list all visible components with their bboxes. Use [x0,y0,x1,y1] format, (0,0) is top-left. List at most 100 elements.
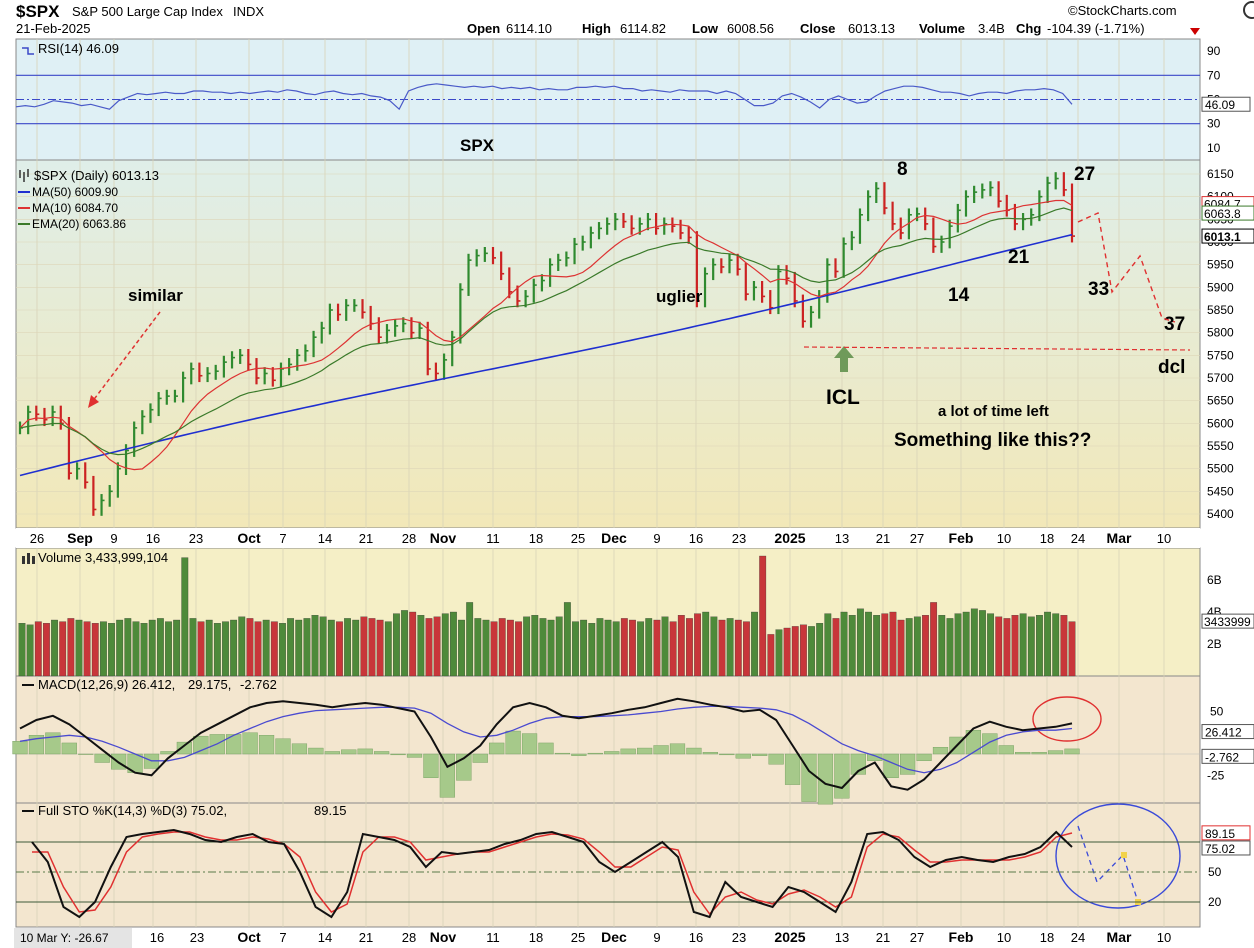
x-tick-label-bottom: 9 [653,930,660,945]
annotation-time-left: a lot of time left [938,403,1049,420]
open-value: 6114.10 [506,21,552,36]
rsi-tick-label: 90 [1207,44,1221,58]
volume-panel-label: Volume 3,433,999,104 [38,550,168,565]
y-axis-labels: 907050301046.096150610060506000595059005… [1201,44,1254,909]
price-tick-label: 5750 [1207,348,1234,362]
x-tick-label: Nov [430,530,457,546]
x-tick-label-bottom: 10 [997,930,1011,945]
similar-arrow-head-icon [88,395,99,408]
volume-bar [360,616,368,677]
rsi-legend-icon [22,47,34,55]
volume-bar [547,619,555,677]
chg-label: Chg [1016,21,1041,36]
volume-bar [506,619,514,677]
volume-bar [458,619,465,677]
volume-bar [270,621,278,677]
volume-bar [710,616,718,677]
volume-bar [116,619,124,677]
annotation-something: Something like this?? [894,430,1091,451]
volume-bar [889,611,897,677]
macd-hist-bar [390,753,406,756]
x-tick-label-bottom: 13 [835,930,849,945]
macd-hist-bar [900,753,916,775]
volume-bar [848,615,856,677]
macd-hist-bar [193,735,209,755]
volume-legend-icon [32,556,35,564]
price-value-tag: 6063.8 [1204,207,1241,221]
macd-hist-bar [637,747,653,755]
volume-bar [661,616,669,677]
macd-hist-bar [932,747,949,755]
macd-hist-bar [374,751,390,755]
price-legend-label: $SPX (Daily) 6013.13 [34,168,159,183]
volume-bar [775,629,783,677]
volume-bar [75,619,83,677]
macd-value-tag-bg [1201,724,1254,740]
macd-hist-bar [686,747,702,755]
ma10-line [19,199,1073,471]
x-tick-label-bottom: Dec [601,929,627,945]
price-tick-label: 5600 [1207,416,1234,430]
macd-tick-label: -25 [1207,768,1225,782]
volume-bar [620,618,628,677]
macd-hist-bar [423,753,439,778]
price-tick-label: 5700 [1207,371,1234,385]
volume-bar [523,616,531,677]
sto-k-tag-bg [1201,840,1251,856]
volume-bar [1027,616,1035,677]
volume-bar [596,618,604,677]
price-tick-label: 6150 [1207,167,1234,181]
macd-value-tag: 26.412 [1205,726,1242,740]
price-legend: $SPX (Daily) 6013.13 MA(50) 6009.90 MA(1… [18,168,159,231]
x-tick-label-bottom: Oct [237,929,261,945]
macd-hist-bar [571,753,587,756]
macd-hist-bar [45,732,61,755]
volume-bar [1052,613,1060,677]
volume-bar [515,621,522,677]
macd-hist-bar [176,741,192,755]
macd-line [19,697,1073,791]
macd-hist-bar [439,753,455,798]
high-value: 6114.82 [620,21,666,36]
volume-bar [466,602,474,677]
volume-bar [140,623,148,677]
x-tick-label-bottom: Mar [1107,929,1132,945]
volume-bar [718,619,726,677]
macd-hist-bar [341,749,357,755]
volume-value: 3.4B [978,21,1005,36]
price-value-tag: 6013.1 [1204,230,1241,244]
volume-bar [474,618,482,677]
macd-hist-bar [1031,752,1047,755]
volume-bar [230,619,238,677]
volume-label: Volume [919,21,965,36]
macd-hist-label: -2.762 [240,677,277,692]
macd-hist-bar [78,753,94,755]
volume-bar [913,616,921,677]
volume-bar [43,623,50,677]
price-legend-icon [19,169,29,182]
volume-bar [449,611,457,677]
sto-d-label: 89.15 [314,803,347,818]
sto-k-line [31,828,1073,919]
macd-hist-bar [998,745,1014,755]
volume-bar [51,619,58,677]
rsi-tick-label: 70 [1207,68,1221,82]
x-tick-label-bottom: 21 [876,930,890,945]
macd-hist-bar [489,742,505,755]
x-tick-label: 7 [279,531,286,546]
volume-bar [751,611,758,677]
volume-bar [165,621,172,677]
macd-hist-bar [94,753,110,763]
volume-bar [824,613,832,677]
refresh-icon[interactable] [1243,1,1254,19]
volume-bar [873,615,881,677]
price-bars [18,172,1075,516]
volume-bar [295,619,303,677]
price-tick-label: 5650 [1207,394,1234,408]
x-tick-label: 10 [1157,531,1171,546]
volume-bar [303,618,311,677]
x-tick-label-bottom: 14 [318,930,332,945]
macd-hist-bar [538,742,554,755]
x-axis-band [16,528,1200,548]
volume-bar [319,616,327,677]
